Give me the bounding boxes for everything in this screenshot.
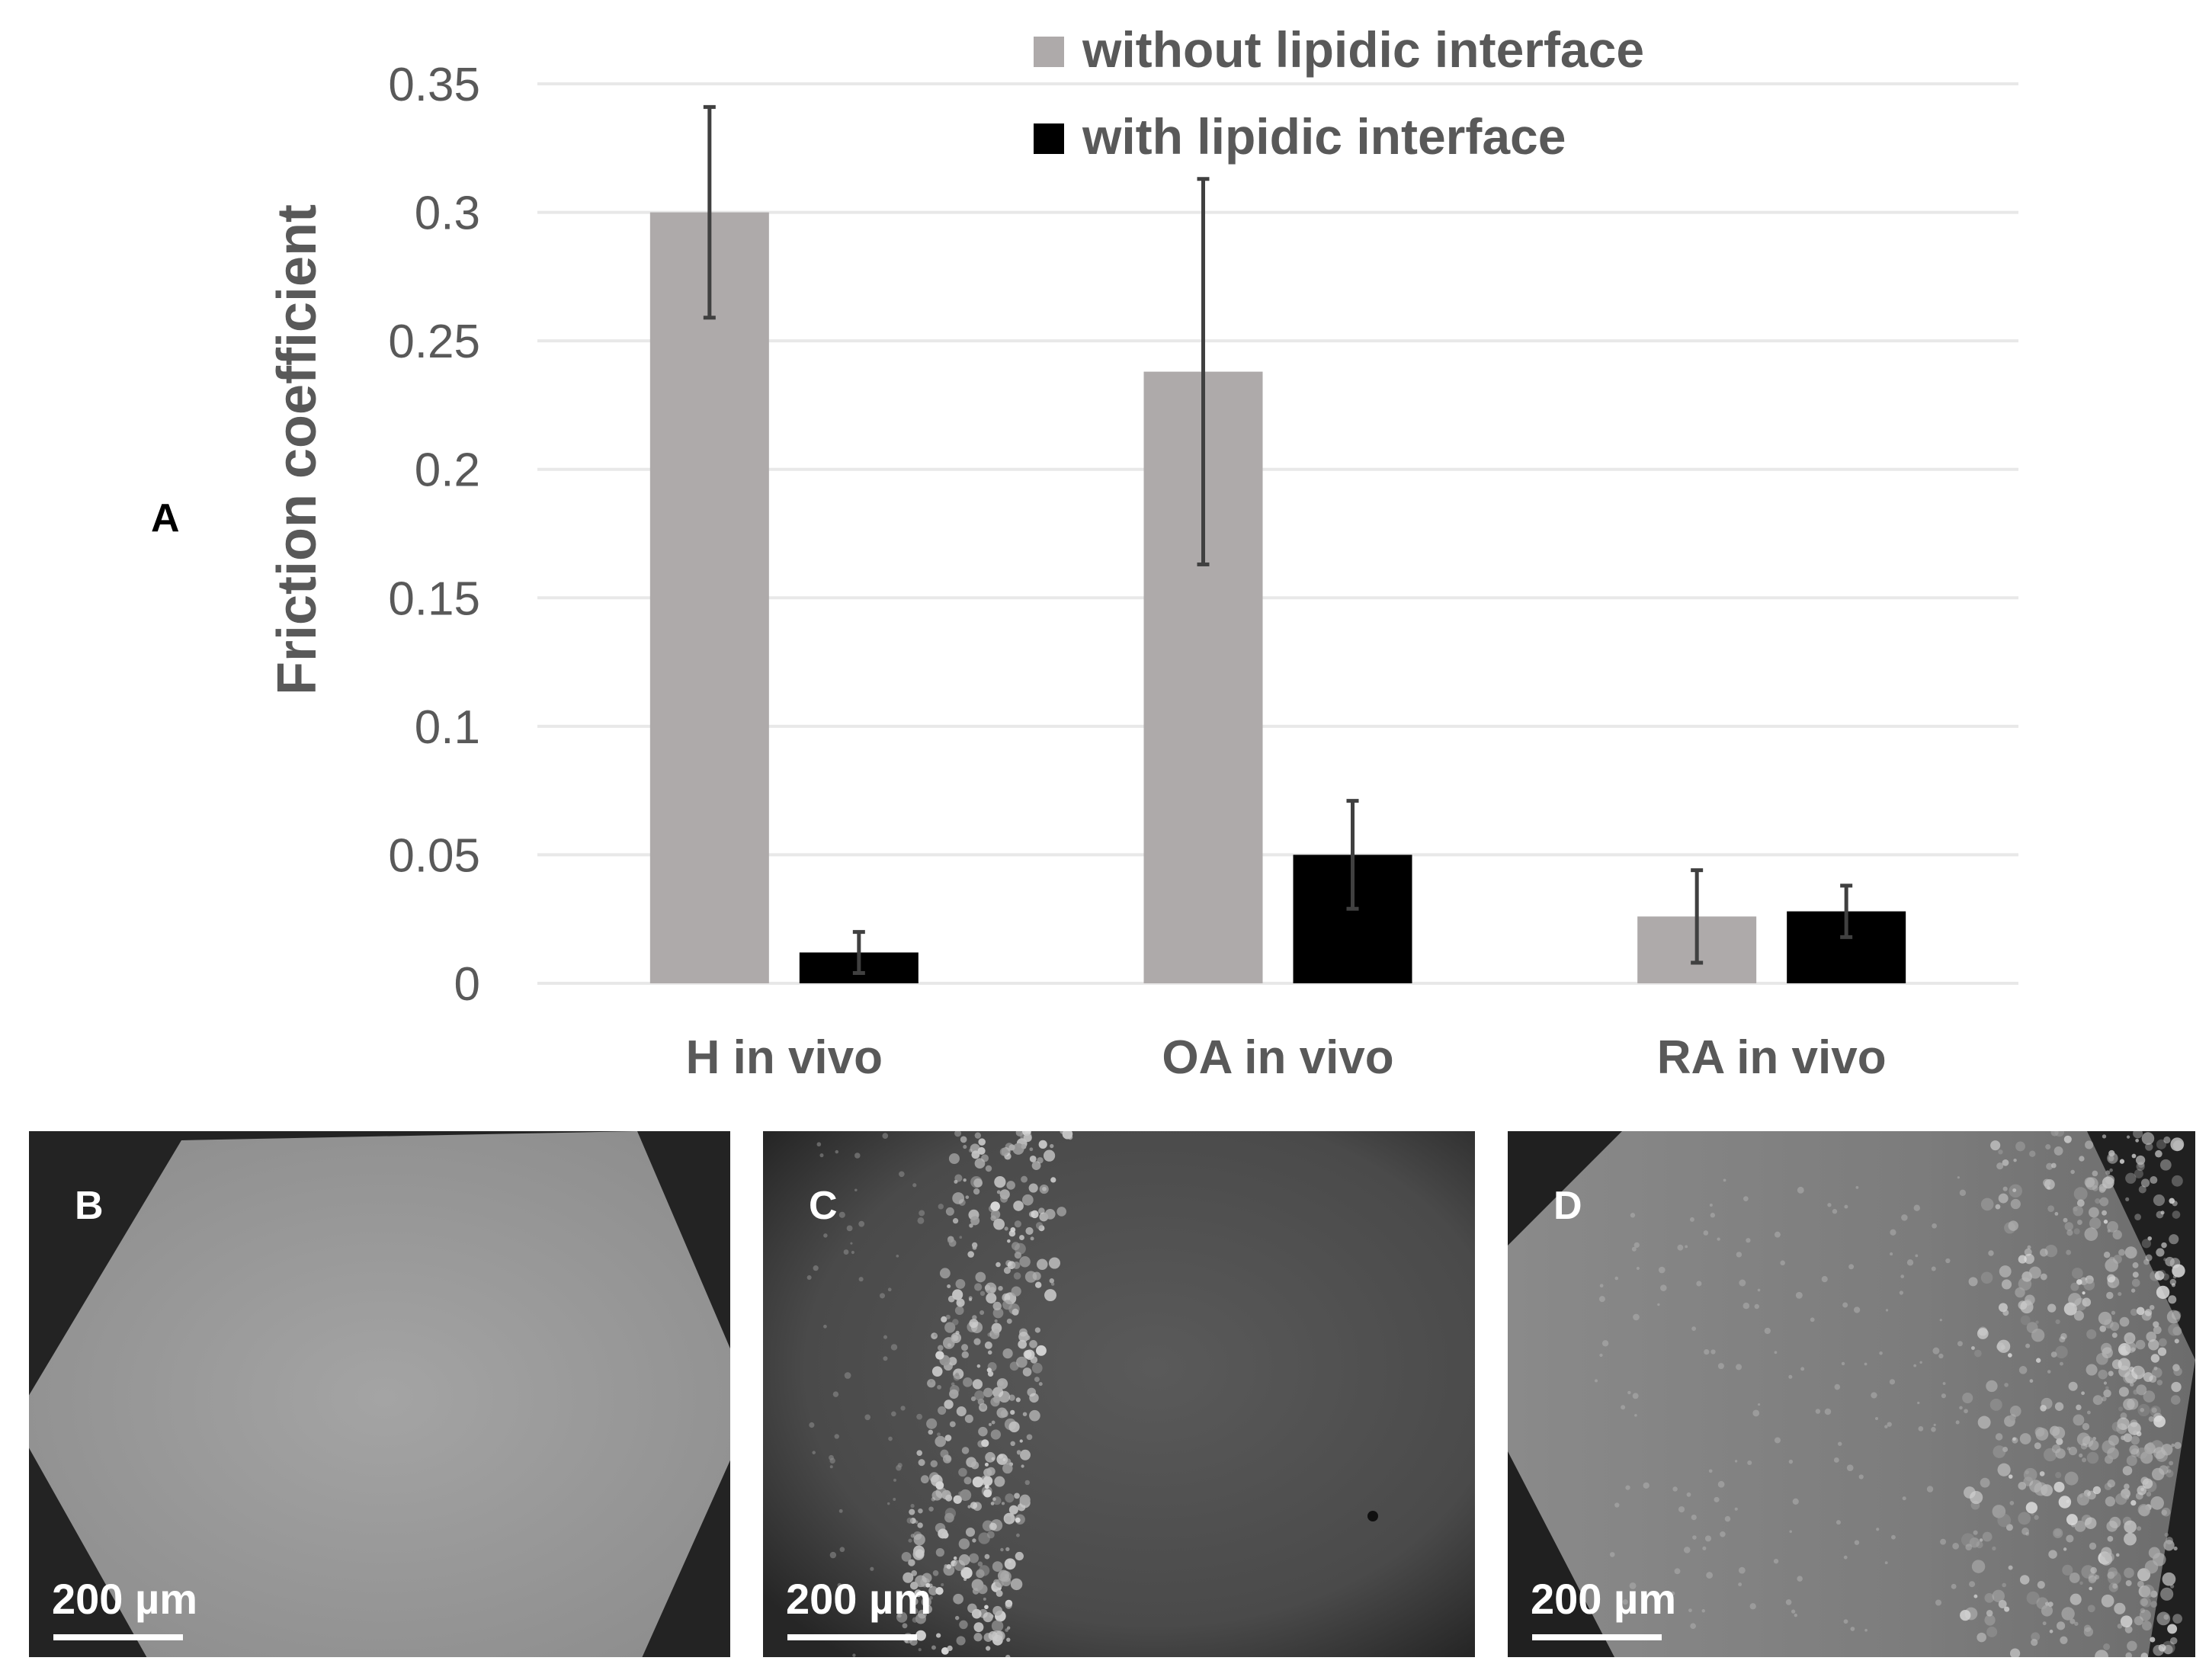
- error-bar: [1346, 799, 1359, 911]
- y-tick-label: 0.3: [415, 188, 480, 240]
- micrograph-d-image: [1508, 1131, 2195, 1657]
- y-ticks: 0 0.05 0.1 0.15 0.2 0.25 0.3 0.35: [388, 59, 480, 1011]
- y-tick-label: 0.15: [388, 572, 480, 625]
- scale-bar-b: [53, 1634, 183, 1640]
- y-tick-label: 0.35: [388, 59, 480, 111]
- grid-lines: [537, 82, 2018, 985]
- x-tick-labels: H in vivo OA in vivo RA in vivo: [686, 1031, 1887, 1084]
- y-tick-label: 0.05: [388, 829, 480, 882]
- legend: without lipidic interface with lipidic i…: [1034, 21, 1644, 165]
- panel-label-d: D: [1553, 1184, 1582, 1228]
- micrograph-b-image: [29, 1131, 730, 1657]
- micrograph-panel-c: C 200 µm: [763, 1131, 1475, 1657]
- y-tick-label: 0: [454, 958, 480, 1011]
- scale-bar-text-c: 200 µm: [786, 1575, 932, 1623]
- scale-bar-text-d: 200 µm: [1531, 1575, 1677, 1623]
- scale-bar-text-b: 200 µm: [52, 1575, 198, 1623]
- micrograph-panel-d: D 200 µm: [1508, 1131, 2195, 1657]
- error-bar: [1840, 883, 1853, 939]
- bar-without-0: [649, 212, 769, 984]
- x-tick-label: H in vivo: [686, 1031, 883, 1084]
- y-tick-label: 0.25: [388, 316, 480, 368]
- panel-label-b: B: [75, 1184, 104, 1228]
- error-bars: [703, 104, 1853, 976]
- error-bar: [1197, 177, 1210, 566]
- error-bar: [852, 930, 865, 976]
- x-tick-label: OA in vivo: [1162, 1031, 1393, 1084]
- friction-chart: 0 0.05 0.1 0.15 0.2 0.25 0.3 0.35 H in vivo OA i…: [151, 21, 2018, 1084]
- panel-label-a: A: [151, 496, 180, 540]
- legend-label-with: with lipidic interface: [1082, 108, 1566, 165]
- x-tick-label: RA in vivo: [1657, 1031, 1887, 1084]
- y-tick-label: 0.2: [415, 444, 480, 497]
- micrograph-panel-b: B 200 µm: [29, 1131, 730, 1657]
- legend-label-without: without lipidic interface: [1082, 21, 1644, 78]
- scale-bar-d: [1532, 1634, 1662, 1640]
- panel-label-c: C: [809, 1184, 838, 1228]
- scale-bar-c: [787, 1634, 917, 1640]
- legend-swatch-without: [1034, 37, 1064, 67]
- legend-swatch-with: [1034, 123, 1064, 154]
- y-axis-label: Friction coefficient: [267, 204, 328, 695]
- error-bar: [1691, 868, 1704, 965]
- y-tick-label: 0.1: [415, 701, 480, 754]
- micrograph-c-image: [763, 1131, 1475, 1657]
- error-bar: [703, 104, 716, 320]
